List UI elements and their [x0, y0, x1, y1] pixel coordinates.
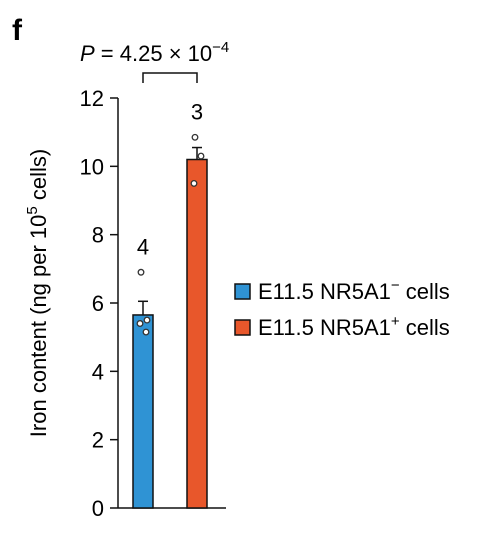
legend: E11.5 NR5A1− cells E11.5 NR5A1+ cells: [234, 277, 450, 340]
sample-size-label: 4: [137, 234, 149, 259]
sample-size-label: 3: [191, 99, 203, 124]
data-point: [137, 268, 145, 276]
y-tick-label: 2: [92, 428, 104, 453]
data-point: [136, 320, 144, 327]
y-tick-label: 0: [92, 496, 104, 521]
y-axis-label: Iron content (ng per 105 cells): [24, 149, 51, 437]
y-tick-label: 10: [80, 154, 104, 179]
p-value-prefix: P: [80, 41, 95, 66]
bar-group: 4: [132, 234, 154, 509]
legend-label: E11.5 NR5A1+ cells: [258, 313, 450, 340]
bar: [132, 314, 154, 509]
data-point: [197, 152, 205, 160]
legend-item: E11.5 NR5A1+ cells: [234, 313, 450, 340]
bars: 43: [132, 99, 208, 509]
bar: [186, 158, 208, 509]
y-tick-label: 12: [80, 86, 104, 111]
data-point: [143, 316, 151, 324]
p-value-exponent: −4: [212, 39, 229, 56]
y-axis-label-text: Iron content (ng per 10: [26, 215, 51, 438]
y-axis-label-superscript: 5: [24, 206, 41, 214]
legend-label: E11.5 NR5A1− cells: [258, 277, 450, 304]
panel-label: f: [12, 14, 23, 47]
p-value-value: = 4.25 × 10: [95, 41, 212, 66]
bar-group: 3: [186, 99, 208, 509]
data-point: [142, 328, 150, 336]
data-point: [191, 133, 199, 141]
legend-item: E11.5 NR5A1− cells: [234, 277, 450, 304]
y-axis: 0 2 4 6 8 10 12: [80, 86, 119, 521]
p-value-label: P = 4.25 × 10−4: [80, 39, 229, 66]
legend-swatch: [234, 319, 251, 336]
legend-swatch: [234, 283, 251, 300]
y-tick-label: 8: [92, 223, 104, 248]
significance-annotation: P = 4.25 × 10−4: [80, 39, 229, 83]
data-point: [190, 179, 198, 187]
y-axis-label-unit: cells): [26, 149, 51, 206]
significance-bracket: [142, 72, 198, 83]
y-tick-label: 6: [92, 291, 104, 316]
y-tick-label: 4: [92, 359, 104, 384]
